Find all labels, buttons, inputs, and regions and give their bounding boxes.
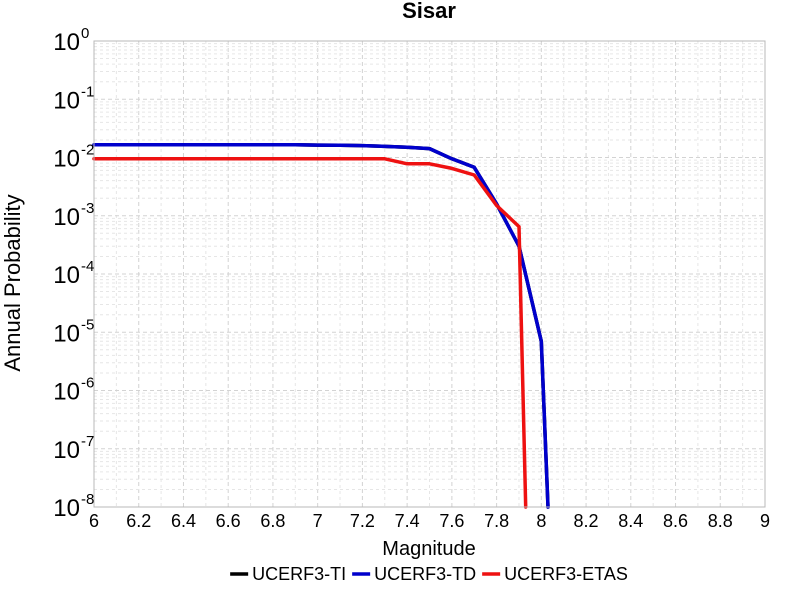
x-tick-label: 7.2 [350,511,375,531]
y-tick-exponent: 0 [81,25,89,42]
x-tick-label: 6 [89,511,99,531]
y-axis-label: Annual Probability [0,194,25,371]
y-tick-base: 10 [53,29,80,56]
y-tick-label: 10 -1 [53,83,94,114]
x-tick-label: 9 [760,511,770,531]
x-tick-label: 8.2 [574,511,599,531]
plot-grid [93,40,766,508]
x-tick-label: 6.4 [171,511,196,531]
legend-item: UCERF3-TD [352,564,476,584]
legend-item: UCERF3-ETAS [482,564,628,584]
y-tick-label: 10 -2 [53,142,94,173]
legend-label: UCERF3-TI [252,564,346,584]
legend-item: UCERF3-TI [230,564,346,584]
series-line-ucerf3-td [92,143,550,509]
y-tick-label: 10 -8 [53,491,94,522]
x-tick-label: 6.6 [216,511,241,531]
chart-title: Sisar [402,0,456,23]
x-tick-label: 8.8 [708,511,733,531]
x-tick-label: 7.6 [439,511,464,531]
y-tick-label: 10 0 [53,25,89,56]
y-tick-base: 10 [53,146,80,173]
y-tick-label: 10 -6 [53,375,94,406]
x-tick-label: 6.8 [260,511,285,531]
y-tick-exponent: -5 [81,316,94,333]
y-tick-base: 10 [53,204,80,231]
x-tick-label: 7.8 [484,511,509,531]
y-tick-base: 10 [53,262,80,289]
x-tick-label: 7.4 [395,511,420,531]
plot-frame [93,40,766,508]
y-tick-exponent: -7 [81,433,94,450]
x-tick-label: 6.2 [126,511,151,531]
x-axis-label: Magnitude [382,538,475,560]
series-line-ucerf3-etas [92,157,528,509]
y-tick-base: 10 [53,437,80,464]
x-tick-label: 8.4 [618,511,643,531]
y-tick-label: 10 -3 [53,200,94,231]
y-tick-exponent: -2 [81,142,94,159]
y-tick-exponent: -6 [81,375,94,392]
y-tick-label: 10 -7 [53,433,94,464]
x-tick-label: 8 [536,511,546,531]
y-tick-exponent: -1 [81,83,94,100]
legend-label: UCERF3-TD [374,564,476,584]
y-tick-base: 10 [53,87,80,114]
x-tick-label: 7 [313,511,323,531]
legend: UCERF3-TI UCERF3-TD UCERF3-ETAS [230,564,628,584]
y-tick-label: 10 -4 [53,258,94,289]
y-tick-base: 10 [53,495,80,522]
y-tick-exponent: -8 [81,491,94,508]
x-tick-label: 8.6 [663,511,688,531]
y-tick-base: 10 [53,379,80,406]
y-tick-base: 10 [53,320,80,347]
y-tick-exponent: -3 [81,200,94,217]
y-tick-label: 10 -5 [53,316,94,347]
legend-label: UCERF3-ETAS [504,564,628,584]
data-series [92,143,550,509]
y-tick-exponent: -4 [81,258,94,275]
x-axis-ticks: 6 6.2 6.4 6.6 6.8 7 7.2 7.4 7.6 7.8 8 8.2 8.4 8.6 8.8 9 [89,511,770,531]
